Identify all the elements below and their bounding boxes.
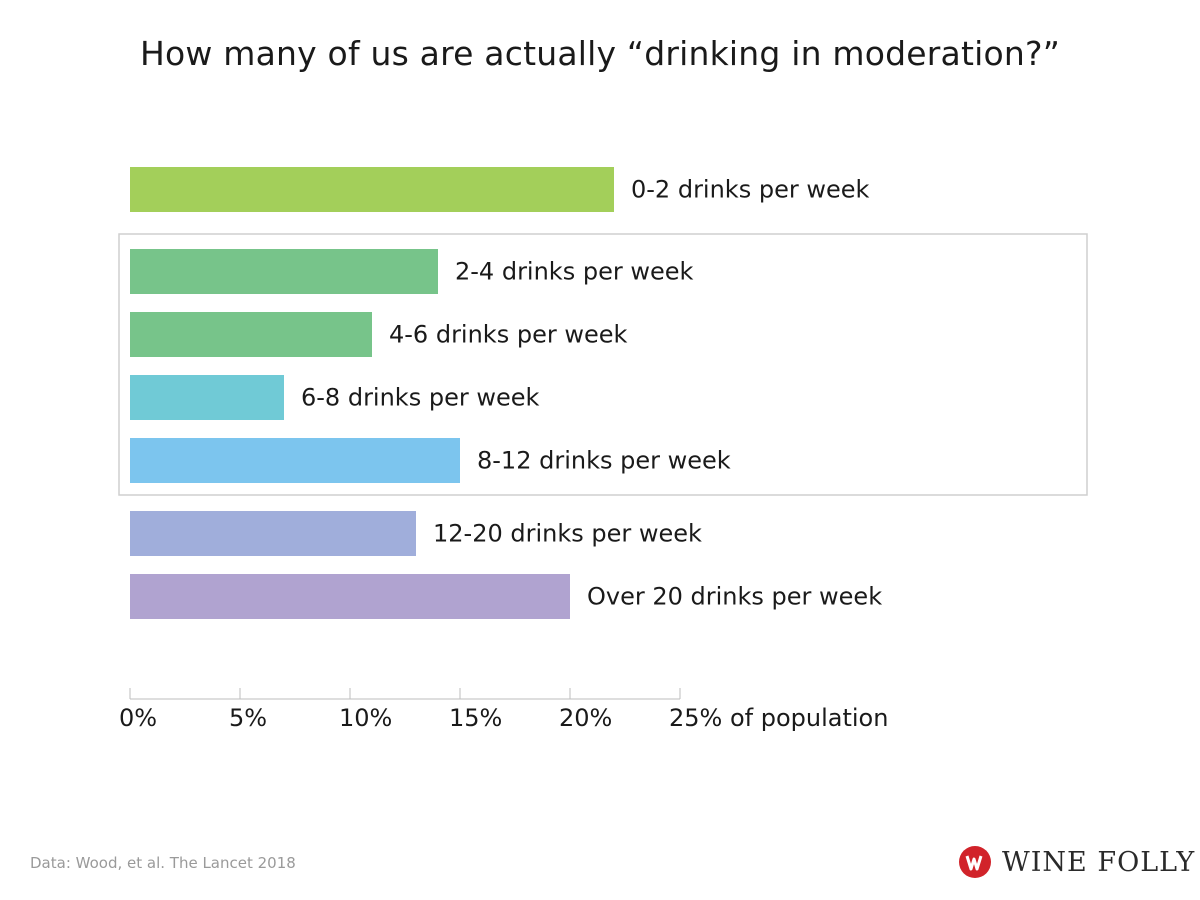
moderation-highlight-box <box>118 233 1088 496</box>
bars-group: 0-2 drinks per week 2-4 drinks per week 4-… <box>130 167 882 619</box>
x-tick-label-4: 20% <box>559 704 612 732</box>
x-tick-label-3: 15% <box>449 704 502 732</box>
source-note: Data: Wood, et al. The Lancet 2018 <box>30 854 296 872</box>
x-tick-label-5: 25% of population <box>669 704 888 732</box>
bar-0 <box>130 167 614 212</box>
bar-label-6: Over 20 drinks per week <box>587 583 882 611</box>
x-axis: 0% 5% 10% 15% 20% 25% of population <box>119 688 888 732</box>
bar-2 <box>130 312 372 357</box>
bar-label-1: 2-4 drinks per week <box>455 258 693 286</box>
brand-name: WINE FOLLY <box>1002 846 1196 878</box>
bar-3 <box>130 375 284 420</box>
wine-folly-logo-icon <box>959 846 991 878</box>
chart-title: How many of us are actually “drinking in… <box>139 34 1061 73</box>
bar-label-4: 8-12 drinks per week <box>477 447 731 475</box>
bar-label-2: 4-6 drinks per week <box>389 321 627 349</box>
bar-label-0: 0-2 drinks per week <box>631 176 869 204</box>
x-tick-label-0: 0% <box>119 704 157 732</box>
bar-5 <box>130 511 416 556</box>
bar-label-5: 12-20 drinks per week <box>433 520 702 548</box>
bar-6 <box>130 574 570 619</box>
bar-4 <box>130 438 460 483</box>
bar-1 <box>130 249 438 294</box>
x-tick-label-2: 10% <box>339 704 392 732</box>
x-tick-label-1: 5% <box>229 704 267 732</box>
brand-logo: WINE FOLLY <box>958 840 1195 884</box>
bar-label-3: 6-8 drinks per week <box>301 384 539 412</box>
